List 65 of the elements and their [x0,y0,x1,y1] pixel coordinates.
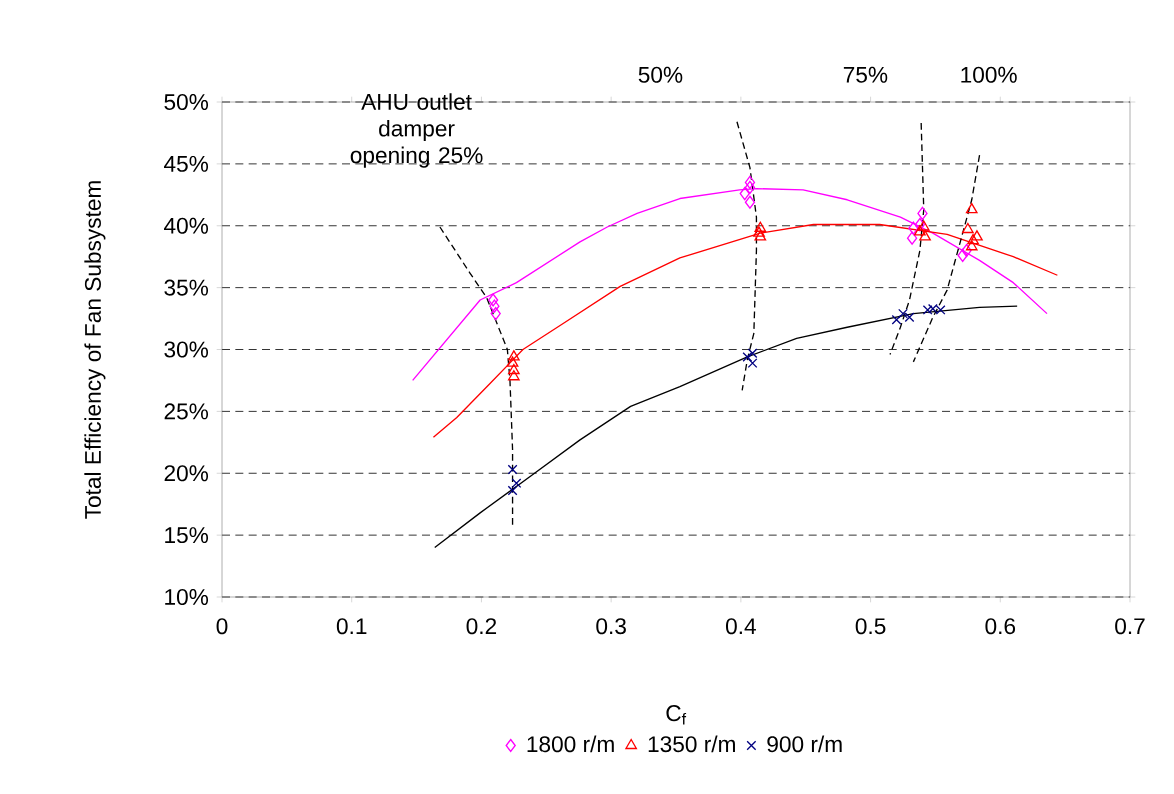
x-tick-label: 0.3 [596,618,626,635]
y-tick-label: 15% [165,527,209,544]
point [508,350,520,361]
y-tick-label: 45% [164,155,209,172]
y-tick-label: 10% [165,588,209,606]
x-tick-label: 0.6 [985,618,1016,635]
y-axis-title: Total Efficiency of Fan Subsystem [84,181,106,519]
y-tick-label: 30% [164,341,209,358]
point [754,230,767,241]
text: 50% [638,66,683,83]
point [917,220,930,231]
point [965,240,978,251]
x-tick-label: 0.7 [1115,618,1145,635]
x-tick-label: 0.1 [336,618,367,635]
point [744,175,756,190]
legend-label: 1800 r/m [527,735,614,753]
point [891,314,902,325]
point [508,363,520,375]
point [508,370,520,381]
point [967,233,979,245]
point [908,221,919,235]
point [965,203,978,214]
line-series [736,121,758,392]
line-series [432,223,1059,439]
point [754,221,767,232]
x-tick-label: 0.5 [855,618,886,635]
point [507,464,518,475]
point [507,485,518,496]
point [962,222,974,234]
y-tick-label: 50% [164,93,209,111]
x-tick-label: 0.4 [725,618,756,635]
text: 100% [961,66,1017,83]
annotation: AHU outlet damper opening 25% [350,93,483,168]
point [971,230,983,241]
point [747,348,758,359]
y-tick-label: 35% [164,279,209,296]
point [487,293,499,307]
legend-label: 1350 r/m [648,735,735,753]
point [747,358,758,369]
point [744,180,756,195]
point [914,225,926,236]
point [906,231,918,245]
point [744,195,756,209]
point [898,308,908,319]
text: 75% [843,66,888,83]
point [919,230,931,241]
point [506,356,519,367]
point [739,186,750,201]
point [511,478,522,489]
point [917,206,928,221]
y-tick-label: 25% [164,403,209,420]
x-tick-label: 0.2 [466,618,497,635]
x-tick-label: 0 [216,618,228,635]
y-tick-label: 40% [164,217,209,234]
x-axis-title: C$_{f}$ [666,705,687,725]
legend-label: 900 r/m [767,735,842,753]
point [957,248,968,263]
point [489,299,500,313]
point [922,304,933,315]
point [490,306,501,321]
y-tick-label: 20% [164,465,209,482]
point [904,312,915,323]
point [742,352,753,362]
point [961,243,972,258]
point [753,226,765,237]
